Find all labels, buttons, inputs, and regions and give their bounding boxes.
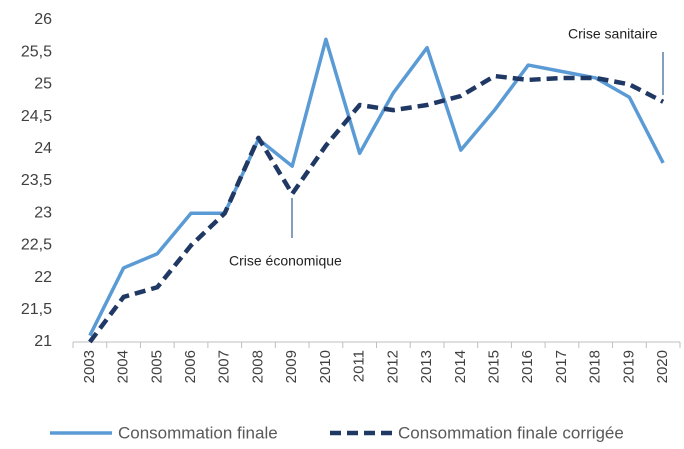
x-tick-label: 2007 bbox=[216, 350, 233, 383]
legend-label: Consommation finale bbox=[118, 423, 278, 442]
x-tick-label: 2010 bbox=[317, 350, 334, 383]
y-tick-label: 22 bbox=[34, 269, 52, 286]
x-tick-label: 2012 bbox=[384, 350, 401, 383]
x-tick-label: 2004 bbox=[115, 350, 132, 383]
annotation: Crise sanitaire bbox=[568, 26, 658, 42]
x-tick-label: 2016 bbox=[519, 350, 536, 383]
x-tick-label: 2014 bbox=[452, 350, 469, 383]
series-line bbox=[88, 37, 665, 337]
x-tick-label: 2008 bbox=[249, 350, 266, 383]
x-tick-label: 2006 bbox=[182, 350, 199, 383]
x-tick-label: 2003 bbox=[81, 350, 98, 383]
y-tick-label: 24,5 bbox=[21, 108, 52, 125]
y-tick-label: 21 bbox=[34, 333, 52, 350]
y-tick-label: 24 bbox=[34, 140, 52, 157]
x-tick-label: 2017 bbox=[553, 350, 570, 383]
series-line bbox=[88, 73, 665, 344]
x-tick-label: 2009 bbox=[283, 350, 300, 383]
x-tick-label: 2011 bbox=[351, 350, 368, 382]
y-tick-label: 23,5 bbox=[21, 172, 52, 189]
y-tick-label: 26 bbox=[34, 11, 52, 28]
y-tick-label: 25,5 bbox=[21, 43, 52, 60]
x-tick-label: 2013 bbox=[418, 350, 435, 383]
x-tick-label: 2015 bbox=[485, 350, 502, 383]
x-tick-label: 2020 bbox=[654, 350, 671, 383]
legend-label: Consommation finale corrigée bbox=[398, 423, 624, 442]
y-tick-label: 22,5 bbox=[21, 237, 52, 254]
annotation: Crise économique bbox=[229, 253, 342, 269]
y-tick-label: 25 bbox=[34, 76, 52, 93]
x-tick-label: 2005 bbox=[148, 350, 165, 383]
y-tick-label: 23 bbox=[34, 204, 52, 221]
y-tick-label: 21,5 bbox=[21, 301, 52, 318]
x-tick-label: 2019 bbox=[620, 350, 637, 383]
x-tick-label: 2018 bbox=[587, 350, 604, 383]
